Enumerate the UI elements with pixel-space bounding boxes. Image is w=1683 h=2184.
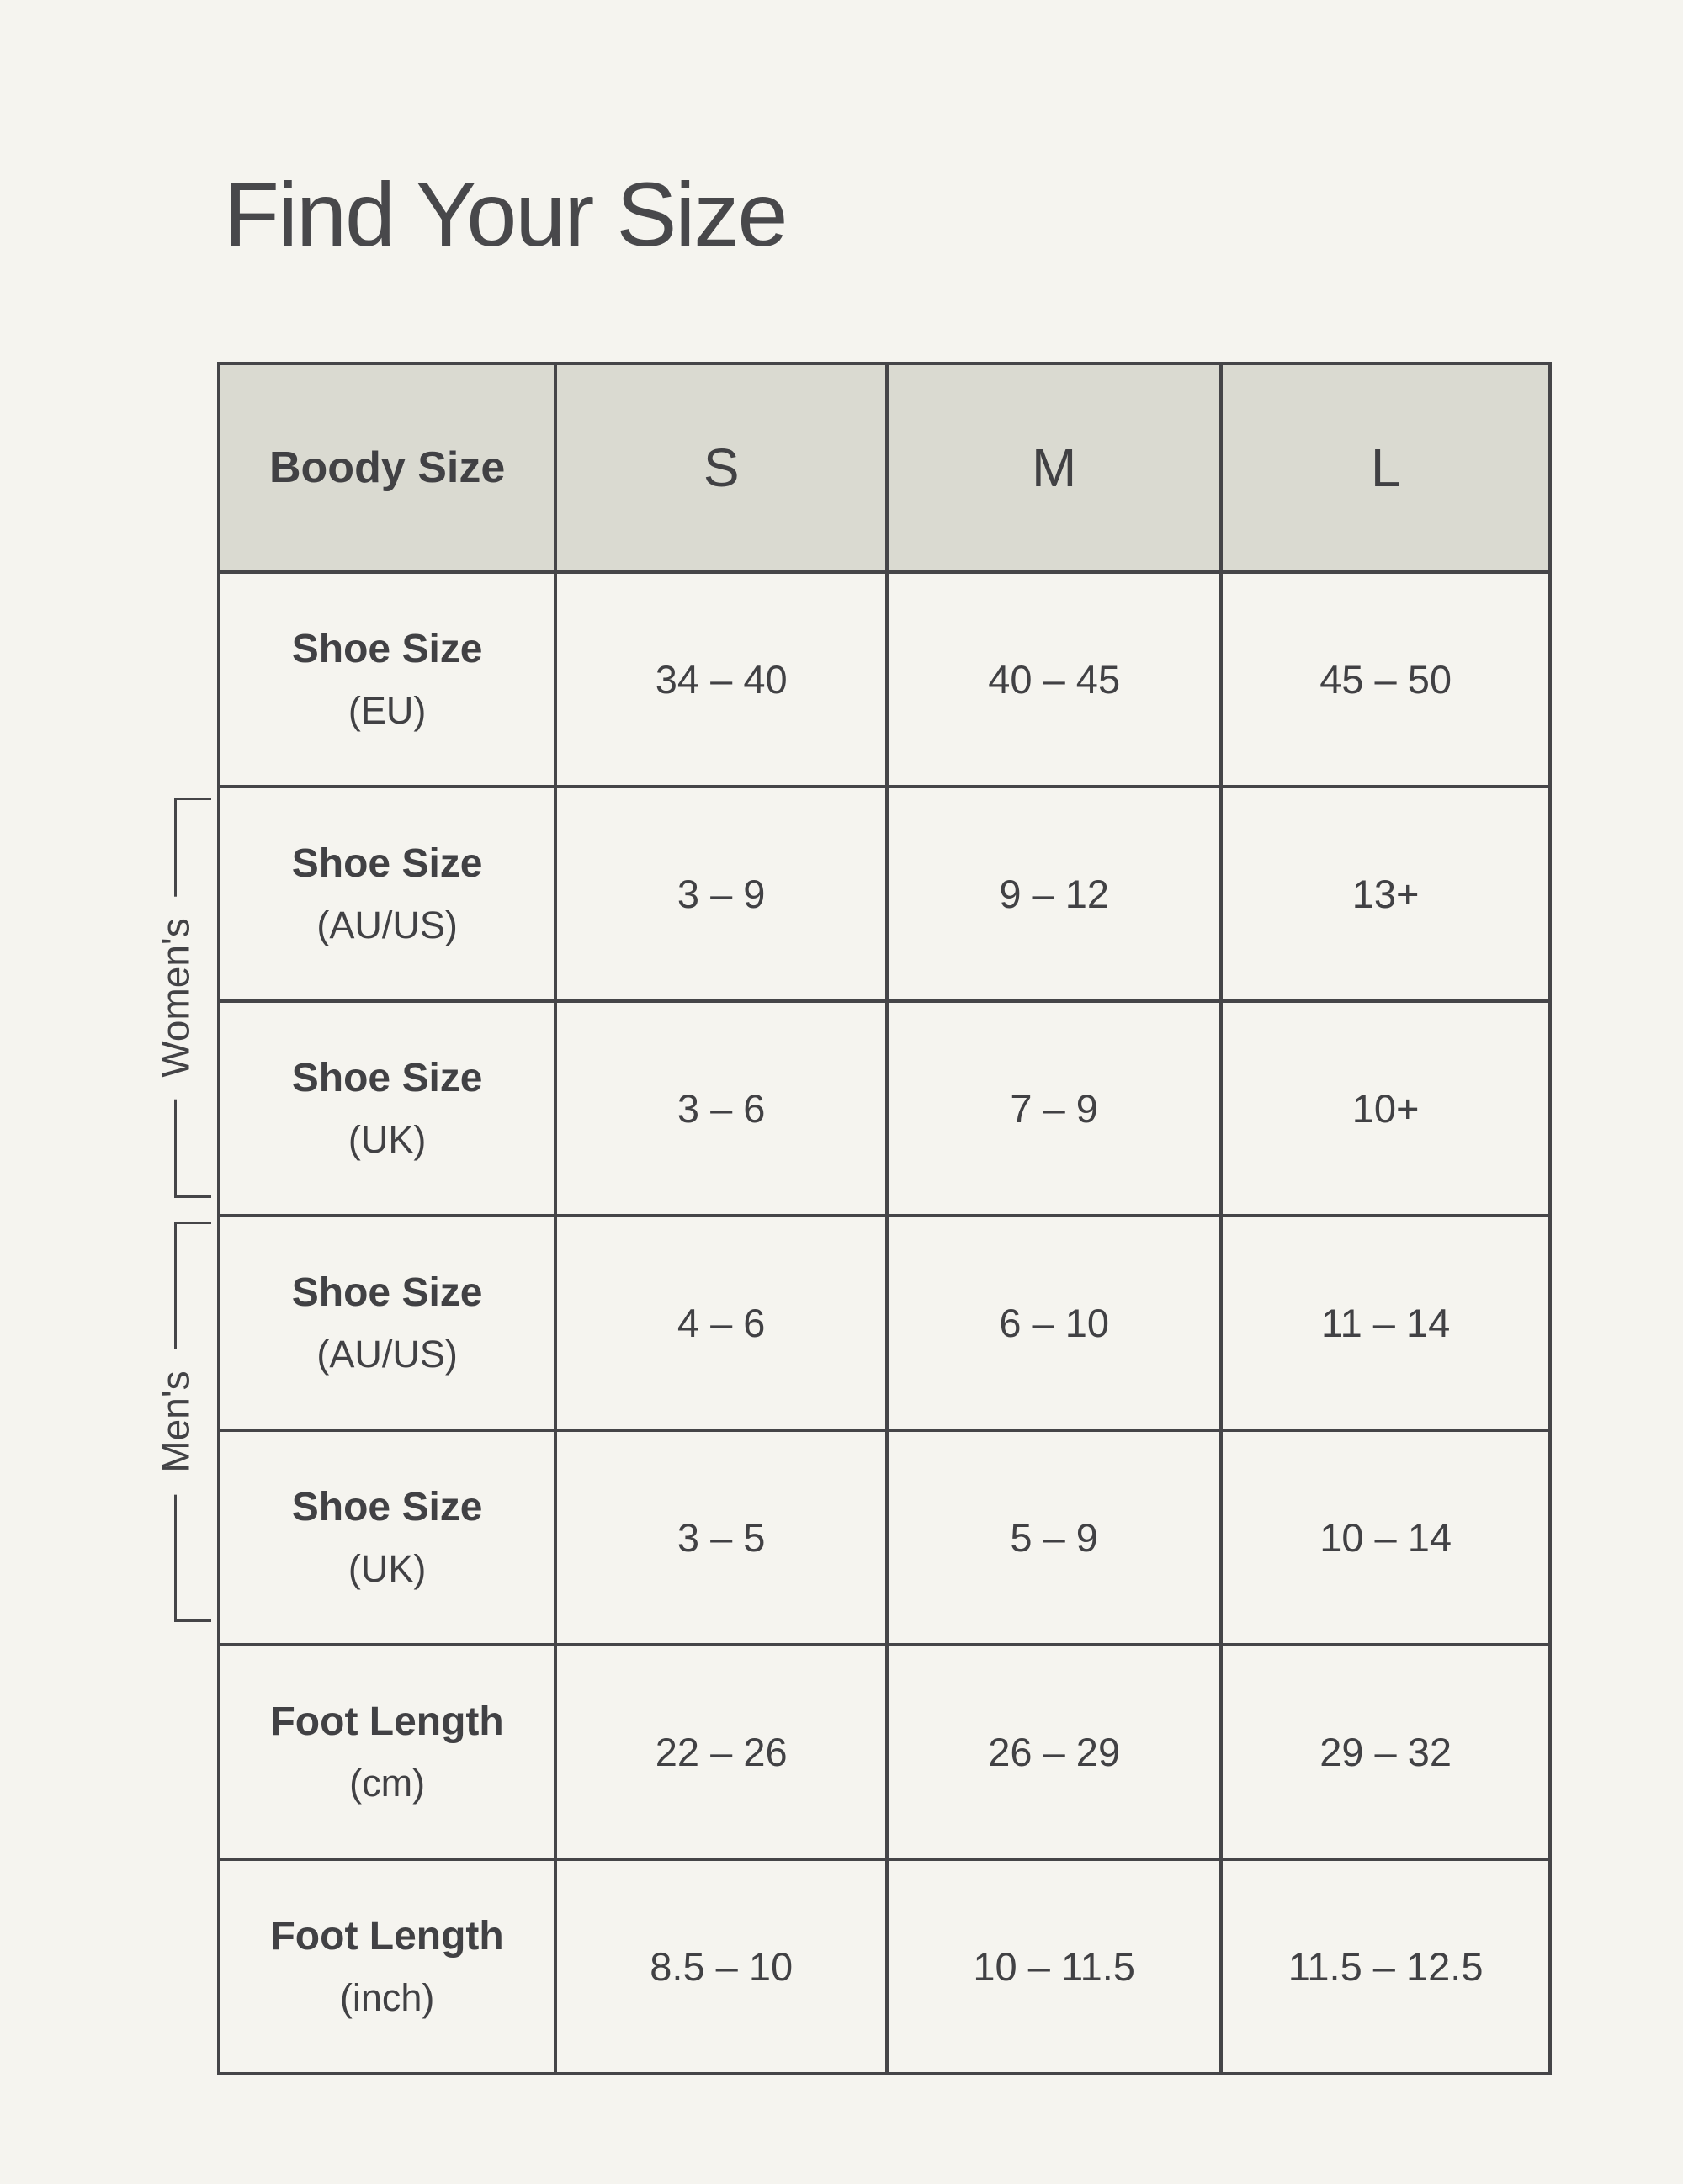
size-value-cell: 10+ — [1219, 999, 1552, 1217]
size-value-cell: 26 – 29 — [885, 1643, 1224, 1861]
size-value-cell: 3 – 6 — [554, 999, 889, 1217]
size-value: 13+ — [1351, 872, 1420, 916]
size-value: 8.5 – 10 — [650, 1944, 794, 1989]
size-value-cell: 4 – 6 — [554, 1214, 889, 1432]
row-label: Shoe Size — [291, 1056, 483, 1100]
row-label: Foot Length — [270, 1699, 504, 1744]
size-value: 3 – 5 — [677, 1515, 766, 1560]
size-s-label: S — [703, 437, 740, 498]
size-value: 29 – 32 — [1319, 1730, 1452, 1774]
size-column-header-l: L — [1219, 362, 1552, 574]
size-value-cell: 3 – 5 — [554, 1429, 889, 1646]
page-title: Find Your Size — [224, 163, 788, 265]
size-value: 6 – 10 — [999, 1301, 1110, 1345]
size-value-cell: 6 – 10 — [885, 1214, 1224, 1432]
boody-size-header-label: Boody Size — [268, 443, 506, 492]
size-column-header-s: S — [554, 362, 889, 574]
size-value: 22 – 26 — [655, 1730, 788, 1774]
size-value: 3 – 9 — [677, 872, 766, 916]
size-value-cell: 13+ — [1219, 785, 1552, 1003]
row-header-cell: Foot Length (cm) — [216, 1643, 558, 1861]
row-header-cell: Shoe Size (UK) — [216, 999, 558, 1217]
table-row-foot-length-inch: Foot Length (inch) 8.5 – 10 10 – 11.5 11… — [216, 1858, 1552, 2075]
table-row-womens-shoe-size-uk: Shoe Size (UK) 3 – 6 7 – 9 10+ — [216, 999, 1552, 1217]
row-sublabel: (AU/US) — [316, 904, 458, 946]
size-value-cell: 29 – 32 — [1219, 1643, 1552, 1861]
row-sublabel: (inch) — [339, 1976, 435, 2019]
size-value-cell: 10 – 11.5 — [885, 1858, 1224, 2075]
size-value: 11 – 14 — [1320, 1301, 1451, 1345]
boody-size-header-cell: Boody Size — [216, 362, 558, 574]
mens-group-label: Men's — [152, 1349, 199, 1495]
size-value: 34 – 40 — [655, 657, 788, 702]
size-l-label: L — [1370, 437, 1401, 498]
row-sublabel: (UK) — [348, 1547, 427, 1590]
row-header-cell: Shoe Size (AU/US) — [216, 1214, 558, 1432]
size-value-cell: 8.5 – 10 — [554, 1858, 889, 2075]
row-sublabel: (AU/US) — [316, 1333, 458, 1376]
size-value: 4 – 6 — [677, 1301, 766, 1345]
table-header-row: Boody Size S M L — [216, 362, 1552, 574]
mens-group-bracket: Men's — [152, 1222, 211, 1622]
size-value-cell: 7 – 9 — [885, 999, 1224, 1217]
size-value-cell: 9 – 12 — [885, 785, 1224, 1003]
size-value: 5 – 9 — [1010, 1515, 1098, 1560]
row-sublabel: (UK) — [348, 1118, 427, 1161]
table-row-mens-shoe-size-uk: Shoe Size (UK) 3 – 5 5 – 9 10 – 14 — [216, 1429, 1552, 1646]
size-value-cell: 11.5 – 12.5 — [1219, 1858, 1552, 2075]
size-column-header-m: M — [885, 362, 1224, 574]
row-sublabel: (cm) — [349, 1762, 426, 1805]
size-value: 40 – 45 — [988, 657, 1121, 702]
size-value-cell: 22 – 26 — [554, 1643, 889, 1861]
size-value: 10 – 11.5 — [973, 1944, 1135, 1989]
row-label: Shoe Size — [291, 1485, 483, 1529]
size-value: 45 – 50 — [1319, 657, 1452, 702]
size-value-cell: 40 – 45 — [885, 570, 1224, 788]
size-value-cell: 11 – 14 — [1219, 1214, 1552, 1432]
size-value: 3 – 6 — [677, 1086, 766, 1131]
size-value: 26 – 29 — [988, 1730, 1121, 1774]
table-row-womens-shoe-size-auus: Shoe Size (AU/US) 3 – 9 9 – 12 13+ — [216, 785, 1552, 1003]
womens-group-bracket: Women's — [152, 798, 211, 1198]
size-value-cell: 34 – 40 — [554, 570, 889, 788]
size-value-cell: 5 – 9 — [885, 1429, 1224, 1646]
size-value: 7 – 9 — [1010, 1086, 1098, 1131]
row-label: Foot Length — [270, 1914, 504, 1959]
size-value-cell: 45 – 50 — [1219, 570, 1552, 788]
table-row-mens-shoe-size-auus: Shoe Size (AU/US) 4 – 6 6 – 10 11 – 14 — [216, 1214, 1552, 1432]
row-header-cell: Shoe Size (EU) — [216, 570, 558, 788]
row-header-cell: Foot Length (inch) — [216, 1858, 558, 2075]
size-m-label: M — [1032, 437, 1077, 498]
womens-group-label: Women's — [152, 896, 199, 1100]
size-value-cell: 10 – 14 — [1219, 1429, 1552, 1646]
size-value: 10 – 14 — [1319, 1515, 1452, 1560]
row-label: Shoe Size — [291, 1270, 483, 1315]
size-value: 11.5 – 12.5 — [1287, 1944, 1484, 1989]
row-label: Shoe Size — [291, 627, 483, 671]
size-value-cell: 3 – 9 — [554, 785, 889, 1003]
row-sublabel: (EU) — [348, 689, 427, 732]
row-label: Shoe Size — [291, 841, 483, 886]
table-row-shoe-size-eu: Shoe Size (EU) 34 – 40 40 – 45 45 – 50 — [216, 570, 1552, 788]
row-header-cell: Shoe Size (AU/US) — [216, 785, 558, 1003]
row-header-cell: Shoe Size (UK) — [216, 1429, 558, 1646]
table-row-foot-length-cm: Foot Length (cm) 22 – 26 26 – 29 29 – 32 — [216, 1643, 1552, 1861]
size-value: 9 – 12 — [999, 872, 1110, 916]
size-table: Boody Size S M L Shoe Size (EU) 34 – 40 … — [216, 362, 1552, 2075]
size-value: 10+ — [1351, 1086, 1420, 1131]
